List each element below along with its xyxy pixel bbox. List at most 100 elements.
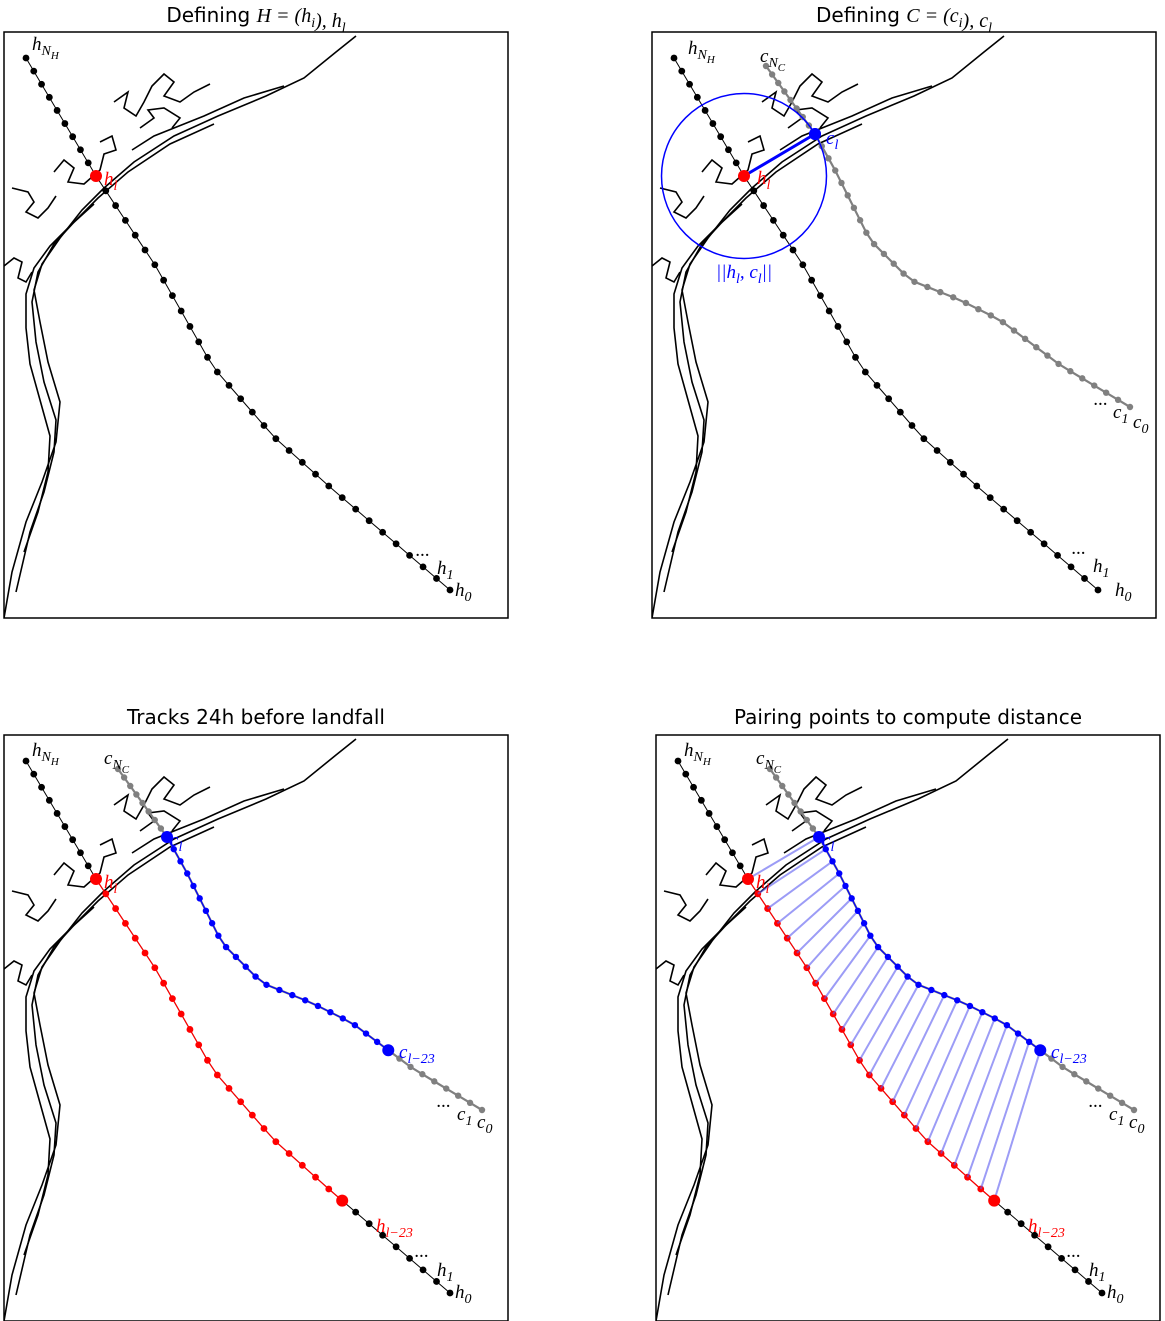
pairing-line bbox=[979, 1041, 1031, 1190]
track-point bbox=[822, 845, 829, 853]
landfall-point-c bbox=[809, 128, 821, 140]
track-point bbox=[312, 1173, 319, 1181]
track-point bbox=[1055, 360, 1062, 368]
track-point bbox=[302, 997, 309, 1004]
track-point bbox=[809, 825, 817, 832]
label-part: ··· bbox=[436, 1096, 450, 1117]
track-point bbox=[22, 757, 30, 765]
track-point bbox=[937, 288, 944, 296]
track-point bbox=[863, 229, 870, 236]
track-point bbox=[709, 120, 717, 127]
point-label: h0 bbox=[1115, 580, 1132, 605]
track-point bbox=[454, 1092, 462, 1099]
track-point bbox=[225, 381, 233, 389]
end-point-h bbox=[336, 1194, 349, 1207]
track-point bbox=[750, 187, 758, 195]
track-point bbox=[169, 995, 176, 1003]
track-point bbox=[1071, 1266, 1079, 1274]
track-point bbox=[208, 920, 216, 927]
point-label: hl bbox=[756, 872, 770, 897]
track-point bbox=[848, 895, 855, 902]
track-point bbox=[407, 1063, 414, 1071]
track-point bbox=[729, 849, 736, 857]
track-point bbox=[145, 808, 152, 815]
track-point bbox=[338, 494, 346, 501]
track-point bbox=[999, 318, 1007, 326]
point-label: h0 bbox=[1107, 1282, 1124, 1307]
pairing-line bbox=[993, 1049, 1042, 1201]
point-label: ··· bbox=[414, 1246, 428, 1267]
track-h bbox=[25, 57, 451, 591]
track-point bbox=[1014, 1030, 1022, 1037]
title-part: c bbox=[979, 10, 988, 32]
track-point bbox=[298, 458, 306, 466]
track-point bbox=[736, 862, 744, 870]
track-point bbox=[61, 823, 69, 830]
track-point bbox=[285, 447, 293, 454]
point-label: hl bbox=[757, 168, 771, 193]
track-point bbox=[1085, 1278, 1092, 1285]
track-point bbox=[327, 1008, 334, 1016]
label-part: C bbox=[774, 764, 782, 776]
label-part: h bbox=[1089, 1260, 1099, 1281]
label-part: c bbox=[1133, 412, 1142, 433]
label-part: c bbox=[756, 748, 765, 769]
coastline bbox=[139, 107, 182, 129]
track-point bbox=[186, 323, 194, 330]
label-part: l−23 bbox=[1038, 1226, 1065, 1241]
track-point bbox=[122, 216, 129, 224]
track-point bbox=[732, 159, 740, 167]
track-point bbox=[1021, 335, 1029, 343]
label-part: 1 bbox=[447, 1270, 454, 1285]
track-point bbox=[894, 963, 901, 970]
track-point bbox=[933, 447, 941, 454]
track-point bbox=[248, 408, 256, 416]
point-label: hl−23 bbox=[1028, 1216, 1065, 1241]
track-point bbox=[114, 765, 122, 773]
label-part: H bbox=[702, 756, 712, 768]
coastline bbox=[787, 107, 830, 129]
track-point bbox=[1044, 1243, 1052, 1251]
track-point bbox=[312, 470, 319, 478]
track-point bbox=[1027, 528, 1035, 536]
track-point bbox=[1003, 1021, 1011, 1029]
track-point bbox=[69, 133, 77, 141]
track-point bbox=[419, 1266, 427, 1274]
track-point bbox=[808, 276, 816, 284]
pairing-line bbox=[796, 897, 853, 954]
coastline bbox=[15, 123, 215, 593]
track-point bbox=[38, 783, 45, 791]
label-part: l bbox=[767, 178, 771, 193]
panel-frame bbox=[3, 31, 509, 619]
track-point bbox=[446, 586, 454, 594]
label-part: l bbox=[758, 272, 762, 287]
track-point bbox=[419, 1071, 426, 1078]
point-label: ··· bbox=[436, 1096, 450, 1117]
track-point bbox=[466, 1099, 474, 1107]
label-part: 0 bbox=[485, 1122, 492, 1137]
title-part: l bbox=[988, 21, 992, 36]
track-point bbox=[829, 858, 836, 865]
track-point bbox=[204, 1056, 211, 1064]
track-point bbox=[781, 88, 788, 95]
track-point bbox=[770, 216, 777, 224]
track-point bbox=[890, 260, 897, 267]
track-point bbox=[127, 782, 134, 790]
title-part: ), bbox=[314, 10, 332, 32]
label-part: ||h bbox=[716, 262, 736, 283]
track-point bbox=[38, 80, 45, 88]
panel-frame bbox=[655, 734, 1161, 1321]
label-part: c bbox=[760, 46, 769, 67]
track-point bbox=[102, 890, 110, 898]
point-label: cl bbox=[826, 128, 838, 153]
track-point bbox=[131, 231, 139, 239]
pairing-line bbox=[953, 1024, 1008, 1166]
track-point bbox=[77, 849, 84, 857]
track-point bbox=[139, 799, 146, 807]
track-point bbox=[406, 1254, 413, 1262]
track-point bbox=[478, 1106, 486, 1114]
point-label: hl bbox=[104, 872, 118, 897]
track-point bbox=[325, 1185, 333, 1193]
track-point bbox=[222, 943, 230, 951]
